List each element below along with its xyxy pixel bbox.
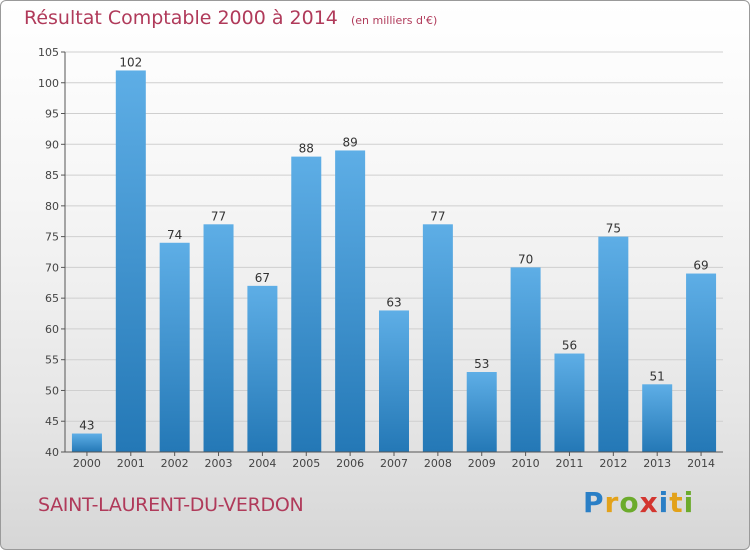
proxiti-logo: Proxiti <box>583 486 694 519</box>
data-label-2005: 88 <box>299 142 314 156</box>
x-tick-label-2004: 2004 <box>248 457 276 470</box>
data-label-2011: 56 <box>562 339 577 353</box>
logo-letter: o <box>619 486 640 519</box>
data-label-2012: 75 <box>606 222 621 236</box>
chart-title: Résultat Comptable 2000 à 2014 <box>24 7 338 29</box>
data-label-2008: 77 <box>430 209 445 223</box>
y-tick-label: 40 <box>45 446 59 459</box>
x-tick-label-2010: 2010 <box>512 457 540 470</box>
chart-subtitle: (en milliers d'€) <box>350 14 438 27</box>
y-tick-label: 90 <box>45 138 59 151</box>
y-tick-label: 85 <box>45 169 59 182</box>
y-tick-label: 50 <box>45 384 59 397</box>
title-block: Résultat Comptable 2000 à 2014 (en milli… <box>24 7 437 29</box>
data-label-2009: 53 <box>474 357 489 371</box>
bar-2000 <box>71 433 102 452</box>
bar-2014 <box>686 273 717 452</box>
bar-2003 <box>203 224 234 452</box>
logo-letter: t <box>669 486 684 519</box>
y-tick-label: 105 <box>38 46 59 59</box>
x-tick-label-2005: 2005 <box>292 457 320 470</box>
data-label-2006: 89 <box>342 135 357 149</box>
x-tick-label-2014: 2014 <box>687 457 715 470</box>
x-tick-label-2011: 2011 <box>555 457 583 470</box>
y-tick-label: 55 <box>45 354 59 367</box>
data-label-2014: 69 <box>693 259 708 273</box>
x-tick-label-2013: 2013 <box>643 457 671 470</box>
x-tick-label-2003: 2003 <box>205 457 233 470</box>
bar-2002 <box>159 242 190 452</box>
bar-2005 <box>291 156 322 452</box>
x-tick-label-2012: 2012 <box>599 457 627 470</box>
x-tick-label-2006: 2006 <box>336 457 364 470</box>
data-label-2013: 51 <box>650 369 665 383</box>
y-tick-label: 45 <box>45 415 59 428</box>
bar-2010 <box>510 267 541 452</box>
logo-letter: P <box>583 486 605 519</box>
data-label-2004: 67 <box>255 271 270 285</box>
logo-letter: i <box>658 486 670 519</box>
bar-2013 <box>642 384 673 452</box>
bar-2008 <box>422 224 453 452</box>
y-tick-label: 60 <box>45 323 59 336</box>
logo-letter: i <box>683 486 695 519</box>
data-label-2003: 77 <box>211 209 226 223</box>
x-tick-label-2009: 2009 <box>468 457 496 470</box>
y-tick-label: 100 <box>38 77 59 90</box>
bars: 43 102 74 77 67 88 89 63 77 53 70 56 75 51 69 <box>71 55 717 452</box>
y-tick-label: 70 <box>45 261 59 274</box>
bar-2007 <box>379 310 409 452</box>
bar-2006 <box>335 150 366 452</box>
x-tick-label-2000: 2000 <box>73 457 101 470</box>
x-tick-label-2001: 2001 <box>117 457 145 470</box>
y-tick-label: 65 <box>45 292 59 305</box>
data-label-2000: 43 <box>79 419 94 433</box>
axes: 40 45 50 55 60 65 70 75 80 85 90 95 100 105 2000 2001 20… <box>38 46 723 470</box>
commune-name: SAINT-LAURENT-DU-VERDON <box>38 494 304 516</box>
y-tick-label: 95 <box>45 108 59 121</box>
logo-letter: r <box>604 486 620 519</box>
y-tick-label: 80 <box>45 200 59 213</box>
bar-2011 <box>554 353 585 452</box>
data-label-2002: 74 <box>167 228 182 242</box>
data-label-2010: 70 <box>518 252 533 266</box>
bar-2009 <box>466 372 497 452</box>
data-label-2007: 63 <box>386 295 401 309</box>
x-tick-label-2007: 2007 <box>380 457 408 470</box>
data-label-2001: 102 <box>119 55 142 69</box>
bar-2012 <box>598 236 629 452</box>
bar-2004 <box>247 285 278 452</box>
logo-letter: x <box>639 486 659 519</box>
bar-2001 <box>115 70 146 452</box>
x-tick-label-2008: 2008 <box>424 457 452 470</box>
y-tick-label: 75 <box>45 231 59 244</box>
x-tick-label-2002: 2002 <box>161 457 189 470</box>
